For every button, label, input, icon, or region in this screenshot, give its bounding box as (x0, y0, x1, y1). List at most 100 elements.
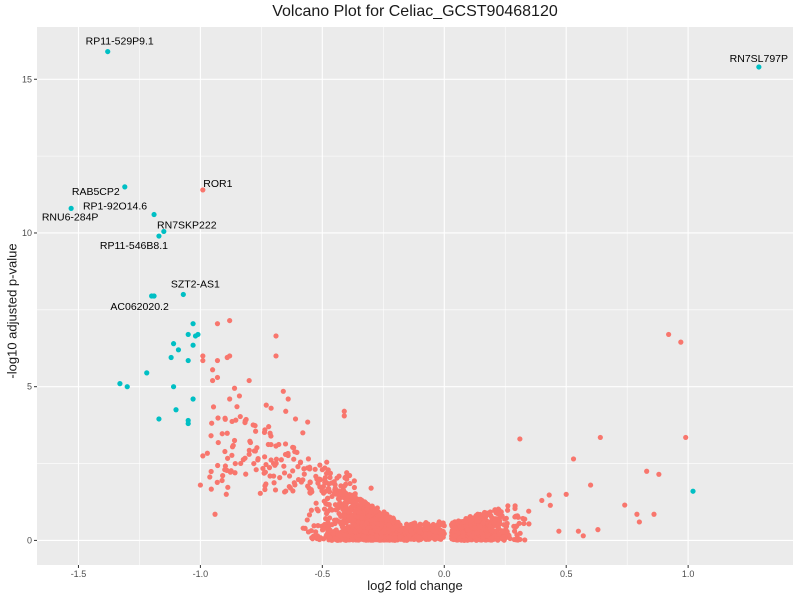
data-point (295, 464, 301, 470)
data-point (222, 416, 228, 422)
data-point (756, 64, 762, 70)
data-point (526, 521, 532, 527)
data-point (503, 515, 509, 521)
data-point (271, 473, 277, 479)
data-point (505, 503, 511, 509)
data-point (504, 507, 511, 513)
data-point (355, 519, 362, 525)
data-point (321, 521, 328, 528)
data-point (214, 479, 220, 485)
data-point (255, 457, 261, 463)
data-point (487, 509, 493, 515)
data-point (200, 187, 206, 193)
data-point (352, 528, 358, 535)
plot-panel (37, 27, 793, 565)
gene-label: ROR1 (203, 178, 232, 190)
data-point (475, 536, 481, 543)
data-point (190, 342, 196, 348)
data-point (124, 384, 130, 390)
data-point (312, 466, 318, 472)
data-point (232, 470, 238, 476)
data-point (388, 535, 394, 541)
data-point (308, 507, 315, 513)
data-point (227, 396, 233, 402)
data-point (438, 534, 444, 540)
data-point (315, 523, 321, 529)
data-point (488, 513, 494, 519)
data-point (170, 384, 177, 390)
data-point (208, 468, 214, 475)
data-point (247, 439, 254, 446)
data-point (397, 534, 403, 540)
data-point (229, 452, 235, 458)
data-point (330, 530, 337, 536)
data-point (262, 486, 268, 493)
data-point (424, 524, 430, 530)
data-point (292, 416, 299, 422)
data-point (516, 520, 522, 526)
data-point (200, 353, 206, 359)
data-point (438, 521, 444, 527)
gene-label: RP1-92O14.6 (83, 201, 147, 213)
data-point (678, 339, 684, 345)
data-point (378, 530, 385, 536)
data-point (257, 490, 263, 496)
data-point (352, 509, 358, 515)
data-point (365, 525, 371, 532)
data-point (342, 513, 348, 519)
data-point (521, 520, 527, 527)
data-point (329, 507, 335, 513)
data-point (251, 460, 257, 467)
data-point (267, 473, 273, 479)
data-point (473, 515, 480, 521)
data-point (374, 533, 380, 539)
y-tick-label: 15 (22, 74, 32, 84)
data-point (209, 377, 216, 384)
data-point (333, 536, 340, 542)
data-point (378, 534, 385, 540)
data-point (246, 377, 252, 384)
data-point (283, 408, 289, 414)
data-point (292, 482, 298, 488)
data-point (480, 534, 486, 540)
data-point (622, 502, 628, 508)
data-point (477, 515, 484, 521)
data-point (338, 483, 344, 489)
x-tick-label: -1.0 (193, 569, 209, 579)
data-point (341, 488, 347, 494)
data-point (342, 532, 348, 538)
data-point (252, 448, 258, 454)
x-tick-label: 0.5 (560, 569, 573, 579)
data-point (207, 474, 213, 480)
data-point (229, 418, 235, 425)
data-point (392, 535, 398, 541)
data-point (332, 487, 338, 493)
gene-label: SZT2-AS1 (171, 278, 220, 290)
data-point (263, 461, 269, 468)
x-axis-label: log2 fold change (367, 578, 463, 593)
data-point (683, 434, 689, 441)
data-point (465, 527, 471, 533)
data-point (403, 535, 409, 542)
data-point (117, 381, 123, 387)
data-point (285, 396, 291, 402)
data-point (363, 529, 369, 535)
data-point (491, 520, 497, 526)
data-point (122, 184, 128, 190)
data-point (297, 460, 304, 466)
data-point (222, 467, 228, 473)
chart-title: Volcano Plot for Celiac_GCST90468120 (272, 3, 558, 20)
data-point (301, 471, 307, 477)
data-point (304, 517, 310, 523)
data-point (209, 420, 215, 426)
data-point (253, 467, 259, 473)
data-point (173, 407, 179, 413)
data-point (313, 473, 319, 479)
data-point (342, 475, 348, 481)
data-point (634, 511, 640, 517)
data-point (236, 393, 243, 399)
data-point (644, 468, 650, 474)
data-point (357, 496, 364, 502)
data-point (395, 519, 401, 525)
data-point (180, 291, 186, 298)
